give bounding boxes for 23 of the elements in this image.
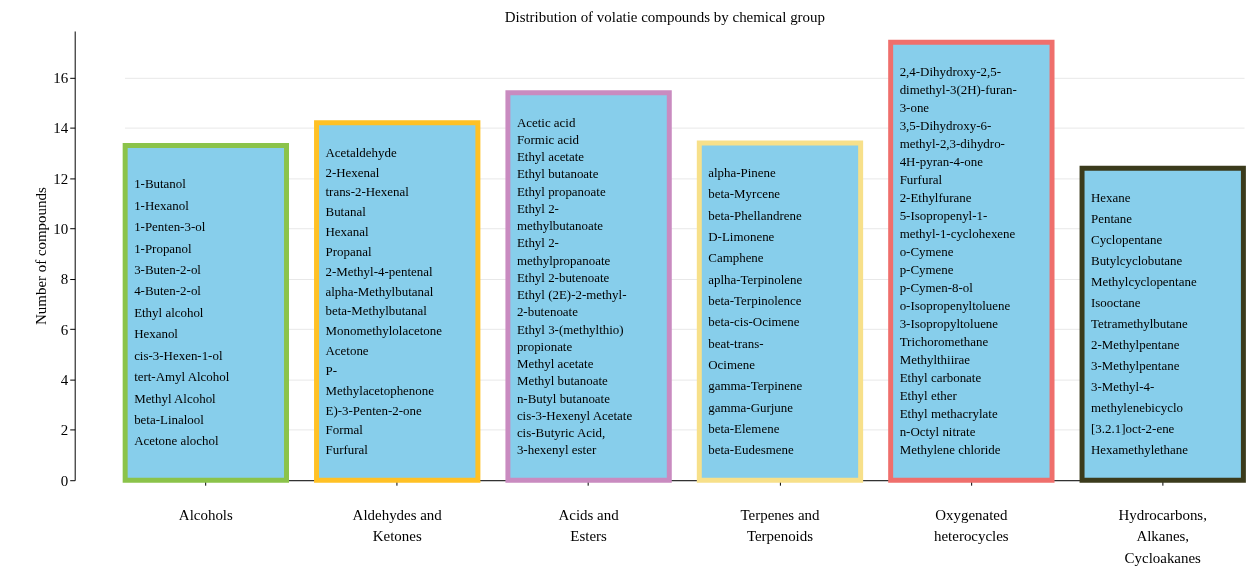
x-tick-label: Hydrocarbons, Alkanes, Cycloakanes [1118, 506, 1207, 567]
y-axis-title: Number of compounds [33, 187, 50, 325]
y-tick-label: 14 [53, 120, 69, 137]
text: 2,4-Dihydroxy-2,5- dimethyl-3(2H)-furan- 3-one 3,5-Dihydroxy-6- methyl-2,3-dihydro- 4H-pyran-4-one Furfural 2-Ethylfurane 5-Isopropenyl-1- methyl-1-cyclohexene o-Cymene p-Cymene p-Cymen-8-ol o-Isopropenyltoluene 3-Isopropyltoluene Trichoromethane Methylthiirae Ethyl carbonate Ethyl ether Ethyl methacrylate n-Octyl nitrate Methylene chloride [899, 64, 1017, 458]
text: Hexane Pentane Cyclopentane Butylcyclobutane Methylcyclopentane Isooctane Tetramethylbutane 2-Methylpentane 3-Methylpentane 3-Methyl-4- methylenebicyclo [3.2.1]oct-2-ene Hexamethylethane [1091, 190, 1197, 458]
text: Acetic acid Formic acid Ethyl acetate Ethyl butanoate Ethyl propanoate Ethyl 2- methylbutanoate Ethyl 2- methylpropanoate Ethyl 2-butenoate Ethyl (2E)-2-methyl- 2-butenoate Ethyl 3-(methylthio) propionate Methyl acetate Methyl butanoate n-Butyl butanoate cis-3-Hexenyl Acetate cis-Butyric Acid, 3-hexenyl ester [516, 114, 633, 458]
y-tick-label: 16 [53, 70, 69, 87]
y-tick-label: 2 [60, 422, 69, 439]
y-tick-label: 12 [53, 170, 69, 187]
x-tick-label: Acids and Esters [558, 506, 620, 545]
text: alpha-Pinene beta-Myrcene beta-Phellandrene D-Limonene Camphene aplha-Terpinolene beta-Terpinolence beta-cis-Ocimene beat-trans- Ocimene gamma-Terpinene gamma-Gurjune beta-Elemene beta-Eudesmene [708, 164, 803, 458]
y-tick-label: 6 [60, 321, 69, 338]
x-tick-label: Terpenes and Terpenoids [740, 506, 820, 545]
y-tick-label: 0 [60, 472, 69, 489]
text: 1-Butanol 1-Hexanol 1-Penten-3-ol 1-Propanol 3-Buten-2-ol 4-Buten-2-ol Ethyl alcohol Hexanol cis-3-Hexen-1-ol tert-Amyl Alcohol Methyl Alcohol beta-Linalool Acetone alochol [134, 176, 230, 449]
x-tick-label: Aldehydes and Ketones [352, 506, 443, 545]
y-tick-label: 4 [60, 372, 69, 389]
chart-title: Distribution of volatie compounds by chemical group [504, 9, 825, 26]
y-tick-label: 8 [60, 271, 69, 288]
text: Acetaldehyde 2-Hexenal trans-2-Hexenal Butanal Hexanal Propanal 2-Methyl-4-pentenal alpha-Methylbutanal beta-Methylbutanal Monomethylolacetone Acetone P- Methylacetophenone E)-3-Penten-2-one Formal Furfural [325, 144, 442, 458]
x-tick-label: Alcohols [178, 506, 233, 523]
x-tick-label: Oxygenated heterocycles [934, 506, 1009, 545]
y-tick-label: 10 [53, 221, 69, 238]
